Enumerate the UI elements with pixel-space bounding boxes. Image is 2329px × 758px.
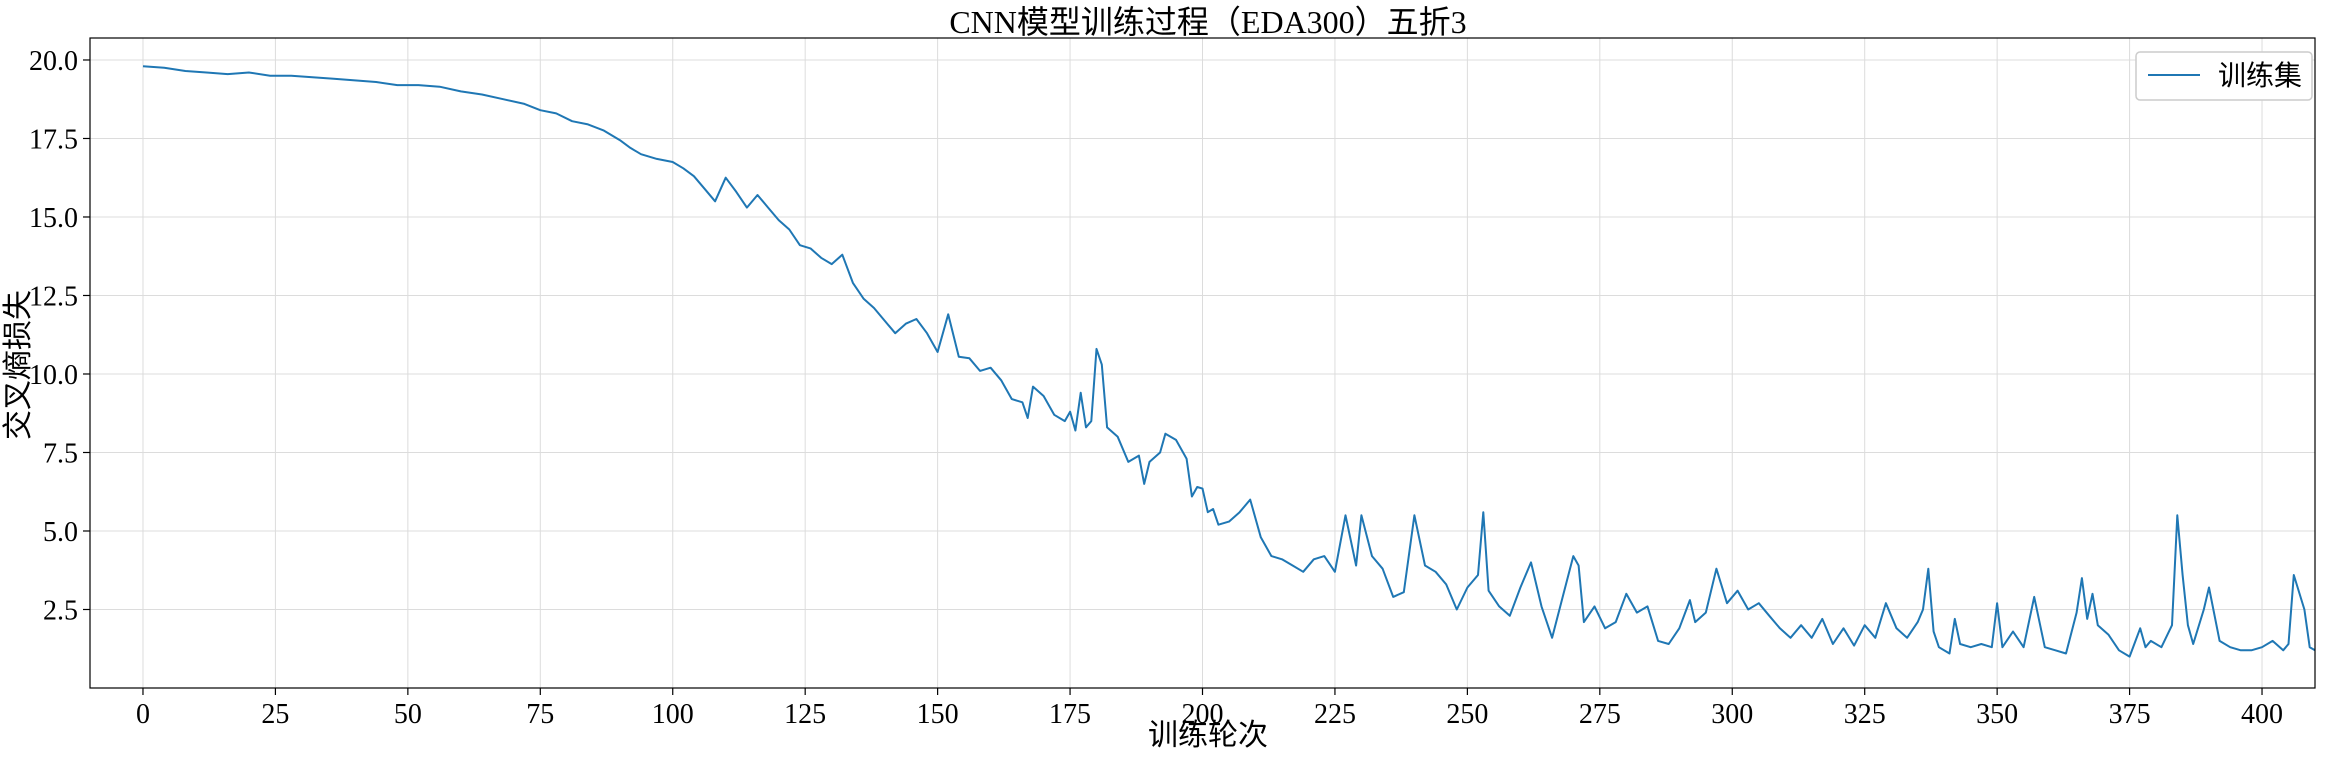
x-tick-label: 400 xyxy=(2241,699,2283,730)
y-tick-label: 7.5 xyxy=(43,438,78,469)
y-tick-label: 17.5 xyxy=(29,124,78,155)
x-tick-label: 150 xyxy=(917,699,959,730)
grid-lines xyxy=(90,38,2315,688)
x-tick-label: 50 xyxy=(394,699,422,730)
x-tick-label: 175 xyxy=(1049,699,1091,730)
x-tick-label: 350 xyxy=(1976,699,2018,730)
y-axis-ticks: 2.5 5.0 7.5 10.0 12.5 15.0 17.5 20.0 xyxy=(29,46,90,626)
x-tick-label: 375 xyxy=(2109,699,2151,730)
x-tick-label: 0 xyxy=(136,699,150,730)
x-tick-label: 200 xyxy=(1182,699,1224,730)
y-tick-label: 15.0 xyxy=(29,203,78,234)
x-tick-label: 100 xyxy=(652,699,694,730)
x-tick-label: 275 xyxy=(1579,699,1621,730)
x-tick-label: 225 xyxy=(1314,699,1356,730)
legend-box xyxy=(2135,51,2313,101)
x-tick-label: 25 xyxy=(261,699,289,730)
y-tick-label: 10.0 xyxy=(29,360,78,391)
legend: 训练集 xyxy=(2135,51,2313,101)
x-tick-label: 250 xyxy=(1446,699,1488,730)
y-tick-label: 2.5 xyxy=(43,595,78,626)
x-tick-label: 300 xyxy=(1711,699,1753,730)
x-tick-label: 75 xyxy=(526,699,554,730)
x-tick-label: 125 xyxy=(784,699,826,730)
x-axis-ticks: 0 25 50 75 100 125 150 175 200 225 250 275 300 325 350… xyxy=(136,688,2283,730)
series-line-train xyxy=(142,65,2316,658)
y-tick-label: 5.0 xyxy=(43,517,78,548)
chart-title: CNN模型训练过程（EDA300）五折3 xyxy=(949,4,1466,40)
legend-label-train: 训练集 xyxy=(2218,60,2302,92)
x-axis-label: 训练轮次 xyxy=(1148,719,1268,752)
y-tick-label: 20.0 xyxy=(29,46,78,77)
y-tick-label: 12.5 xyxy=(29,281,78,312)
x-tick-label: 325 xyxy=(1844,699,1886,730)
y-axis-label: 交叉熵损失 xyxy=(2,290,35,440)
